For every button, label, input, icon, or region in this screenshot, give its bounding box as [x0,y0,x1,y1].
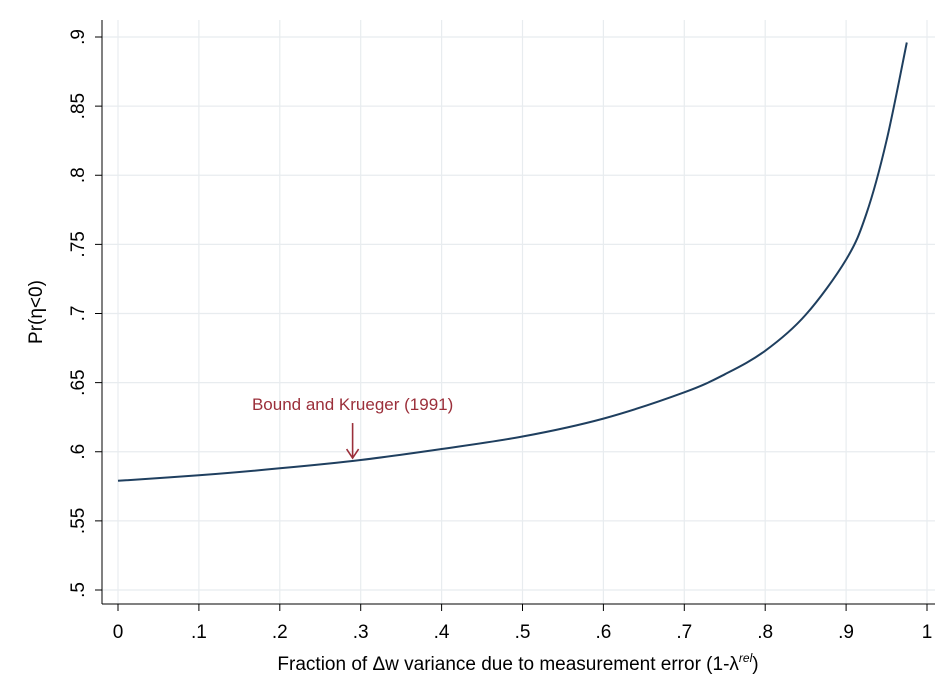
x-tick-label: .5 [515,622,531,643]
x-ticks: 0 .1 .2 .3 .4 .5 .6 .7 .8 .9 1 [113,604,933,643]
y-tick-label: .7 [68,306,89,322]
y-axis-title: Pr(η<0) [26,280,47,344]
x-tick-label: .4 [434,622,450,643]
y-tick-label: .6 [68,444,89,460]
x-tick-label: 0 [113,622,124,643]
grid [102,20,935,604]
series-layer [117,42,908,482]
y-tick-label: .8 [68,167,89,183]
x-tick-label: .1 [191,622,207,643]
y-ticks: .5 .55 .6 .65 .7 .75 .8 .85 .9 [68,29,102,598]
y-tick-label: .85 [68,93,89,119]
axes [101,20,935,605]
x-tick-label: .3 [353,622,369,643]
x-tick-label: .6 [595,622,611,643]
x-axis-title: Fraction of Δw variance due to measureme… [277,651,758,675]
y-tick-label: .5 [68,582,89,598]
annotation-layer: Bound and Krueger (1991) [252,395,453,460]
x-tick-label: 1 [922,622,933,643]
x-tick-label: .2 [272,622,288,643]
y-tick-label: .75 [68,231,89,257]
y-tick-label: .55 [68,508,89,534]
x-tick-label: .8 [757,622,773,643]
y-tick-label: .9 [68,29,89,45]
y-tick-label: .65 [68,369,89,395]
x-tick-label: .7 [676,622,692,643]
series-line [117,42,908,482]
annotation-label: Bound and Krueger (1991) [252,395,453,414]
annotation-arrow-head [345,448,360,460]
x-tick-label: .9 [838,622,854,643]
